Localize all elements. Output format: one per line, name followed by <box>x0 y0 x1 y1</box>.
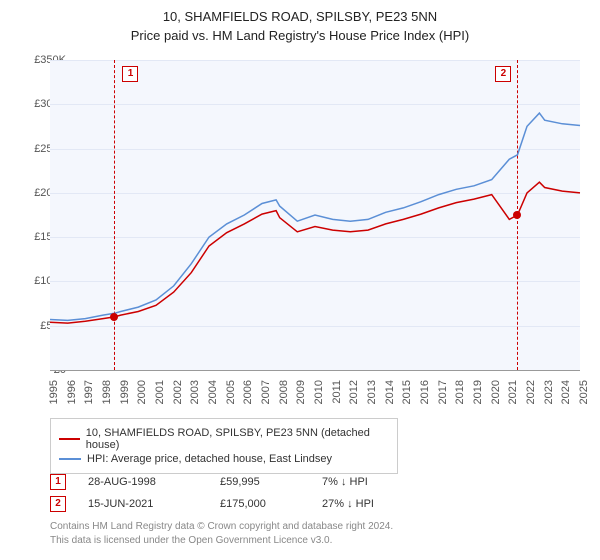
x-tick-label: 2001 <box>154 380 166 404</box>
event-price: £175,000 <box>220 498 300 510</box>
plot-area: 12 <box>50 60 580 371</box>
series-line-property <box>50 182 580 323</box>
event-delta: 7% ↓ HPI <box>322 476 412 488</box>
x-tick-label: 2011 <box>331 380 343 404</box>
x-tick-label: 2022 <box>525 380 537 404</box>
x-tick-label: 2009 <box>295 380 307 404</box>
event-price: £59,995 <box>220 476 300 488</box>
x-tick-label: 2025 <box>578 380 590 404</box>
x-tick-label: 2008 <box>278 380 290 404</box>
license-line: This data is licensed under the Open Gov… <box>50 534 580 548</box>
events-table: 1 28-AUG-1998 £59,995 7% ↓ HPI 2 15-JUN-… <box>50 468 580 518</box>
legend-swatch <box>59 458 81 460</box>
event-row: 2 15-JUN-2021 £175,000 27% ↓ HPI <box>50 496 580 512</box>
license-text: Contains HM Land Registry data © Crown c… <box>50 520 580 548</box>
legend-label: 10, SHAMFIELDS ROAD, SPILSBY, PE23 5NN (… <box>86 427 389 451</box>
x-tick-label: 2000 <box>136 380 148 404</box>
legend-item: 10, SHAMFIELDS ROAD, SPILSBY, PE23 5NN (… <box>59 427 389 451</box>
data-point-dot <box>513 211 521 219</box>
x-tick-label: 2007 <box>260 380 272 404</box>
x-tick-label: 2019 <box>472 380 484 404</box>
x-tick-label: 2004 <box>207 380 219 404</box>
event-marker-box: 2 <box>50 496 66 512</box>
legend-item: HPI: Average price, detached house, East… <box>59 453 389 465</box>
x-tick-label: 2023 <box>543 380 555 404</box>
x-tick-label: 2003 <box>189 380 201 404</box>
x-tick-label: 2010 <box>313 380 325 404</box>
x-tick-label: 1998 <box>101 380 113 404</box>
event-marker-box: 1 <box>50 474 66 490</box>
chart-container: 10, SHAMFIELDS ROAD, SPILSBY, PE23 5NN P… <box>0 0 600 560</box>
license-line: Contains HM Land Registry data © Crown c… <box>50 520 580 534</box>
legend-swatch <box>59 438 80 440</box>
x-tick-label: 2005 <box>225 380 237 404</box>
x-tick-label: 1999 <box>119 380 131 404</box>
x-tick-label: 1995 <box>48 380 60 404</box>
legend: 10, SHAMFIELDS ROAD, SPILSBY, PE23 5NN (… <box>50 418 398 474</box>
event-delta: 27% ↓ HPI <box>322 498 412 510</box>
x-tick-label: 1997 <box>83 380 95 404</box>
legend-label: HPI: Average price, detached house, East… <box>87 453 332 465</box>
event-date: 15-JUN-2021 <box>88 498 198 510</box>
x-tick-label: 2012 <box>348 380 360 404</box>
x-tick-label: 2018 <box>454 380 466 404</box>
x-tick-label: 2024 <box>560 380 572 404</box>
x-tick-label: 2015 <box>401 380 413 404</box>
line-series-svg <box>50 60 580 370</box>
x-tick-label: 2016 <box>419 380 431 404</box>
x-tick-label: 2017 <box>437 380 449 404</box>
x-tick-label: 2014 <box>384 380 396 404</box>
x-tick-label: 2021 <box>507 380 519 404</box>
event-date: 28-AUG-1998 <box>88 476 198 488</box>
data-point-dot <box>110 313 118 321</box>
x-tick-label: 2013 <box>366 380 378 404</box>
x-tick-label: 1996 <box>66 380 78 404</box>
x-tick-label: 2020 <box>490 380 502 404</box>
x-tick-label: 2006 <box>242 380 254 404</box>
event-row: 1 28-AUG-1998 £59,995 7% ↓ HPI <box>50 474 580 490</box>
chart-subtitle: Price paid vs. HM Land Registry's House … <box>0 26 600 43</box>
series-line-hpi <box>50 113 580 320</box>
chart-title: 10, SHAMFIELDS ROAD, SPILSBY, PE23 5NN <box>0 0 600 26</box>
x-tick-label: 2002 <box>172 380 184 404</box>
